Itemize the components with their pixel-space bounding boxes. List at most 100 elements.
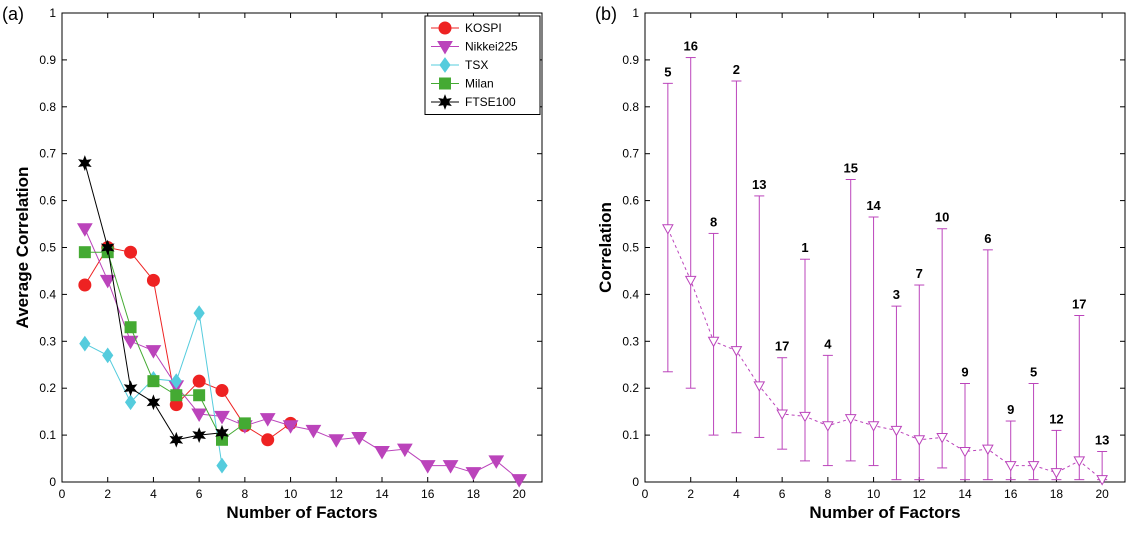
panel-a-x-tick-label: 4 xyxy=(150,487,157,501)
panel-a-label: (a) xyxy=(2,4,24,24)
data-point xyxy=(822,421,834,432)
count-label: 5 xyxy=(1030,365,1037,380)
panel-a-x-axis-label: Number of Factors xyxy=(226,503,377,522)
panel-b-y-tick-label: 0.5 xyxy=(622,241,639,255)
data-point xyxy=(145,345,162,359)
data-point xyxy=(259,413,276,427)
panel-b-y-tick-label: 0.3 xyxy=(622,334,639,348)
data-point xyxy=(374,446,390,460)
legend-entry: FTSE100 xyxy=(465,95,516,109)
panel-a-y-tick-label: 0.1 xyxy=(39,428,56,442)
panel-a-y-tick-label: 0.3 xyxy=(39,334,56,348)
legend-marker xyxy=(439,77,451,90)
panel-b-y-tick-label: 0.2 xyxy=(622,381,639,395)
count-label: 14 xyxy=(866,198,881,213)
data-point xyxy=(511,474,528,488)
count-label: 13 xyxy=(752,177,766,192)
panel-a-y-tick-label: 0.9 xyxy=(39,53,56,67)
legend-entry: TSX xyxy=(465,58,488,72)
data-point xyxy=(844,414,857,425)
data-point xyxy=(192,374,206,388)
count-label: 17 xyxy=(1072,297,1086,312)
data-point xyxy=(913,435,926,446)
panel-a-x-tick-label: 10 xyxy=(284,487,298,501)
panel-b-chart: 0 2 4 6 8 10 12 14 16 18 2000.10.20.30.40.50.60.70… xyxy=(596,6,1126,522)
data-point xyxy=(982,444,994,456)
panel-b-x-tick-label: 4 xyxy=(733,487,740,501)
data-point xyxy=(662,224,674,235)
data-point xyxy=(78,155,92,171)
panel-b-x-tick-label: 12 xyxy=(913,487,927,501)
panel-a-x-tick-label: 6 xyxy=(196,487,203,501)
data-point xyxy=(305,424,322,439)
panel-a-x-tick-label: 0 xyxy=(59,487,66,501)
panel-a-x-tick-label: 14 xyxy=(375,487,389,501)
data-point xyxy=(282,420,299,434)
count-label: 8 xyxy=(710,214,717,229)
data-point xyxy=(261,433,275,447)
data-point xyxy=(122,335,139,350)
panel-b-x-tick-label: 10 xyxy=(867,487,881,501)
panel-a-x-tick-label: 12 xyxy=(330,487,344,501)
panel-b-y-tick-label: 0.6 xyxy=(622,194,639,208)
panel-b-x-tick-label: 6 xyxy=(779,487,786,501)
panel-b-x-tick-label: 2 xyxy=(687,487,694,501)
data-point xyxy=(169,431,184,448)
legend-marker xyxy=(438,21,452,35)
data-point xyxy=(79,335,91,352)
panel-a-chart: 0 2 4 6 8 10 12 14 16 18 20 0 0.1 0.2 0.3 0.4 0.5 0.6 0.7 0… xyxy=(13,6,543,522)
data-point xyxy=(419,460,436,474)
data-point xyxy=(124,394,137,411)
panel-a-x-tick-label: 16 xyxy=(421,487,435,501)
data-point xyxy=(753,381,766,392)
data-point xyxy=(442,460,459,474)
data-point xyxy=(124,321,137,334)
data-point xyxy=(1004,461,1017,472)
panel-a-x-tick-label: 8 xyxy=(242,487,249,501)
panel-b-x-tick-label: 20 xyxy=(1095,487,1109,501)
data-point xyxy=(799,411,811,423)
panel-a-y-tick-label: 0.2 xyxy=(39,381,56,395)
count-label: 5 xyxy=(664,64,671,79)
panel-b-y-tick-label: 0.9 xyxy=(622,53,639,67)
panel-b-y-tick-label: 1 xyxy=(632,6,639,20)
legend-marker xyxy=(437,41,453,55)
data-point xyxy=(684,275,697,287)
count-label: 9 xyxy=(1007,402,1014,417)
legend: KOSPI Nikkei225 TSX Milan FTSE100 xyxy=(424,15,541,115)
panel-a-y-tick-label: 0.8 xyxy=(39,100,56,114)
legend-entry: Milan xyxy=(465,77,494,91)
legend-marker xyxy=(438,94,452,110)
panel-b-x-axis-label: Number of Factors xyxy=(809,503,960,522)
panel-a-y-tick-label: 0.6 xyxy=(39,194,56,208)
data-point xyxy=(214,410,230,425)
data-point xyxy=(396,443,413,458)
panel-b-x-tick-label: 14 xyxy=(958,487,972,501)
panel-a-y-axis-label: Average Correlation xyxy=(13,167,32,329)
data-point xyxy=(170,389,183,402)
panel-a-y-tick-label: 0.5 xyxy=(39,241,56,255)
data-point xyxy=(465,467,482,481)
count-label: 16 xyxy=(683,39,697,54)
panel-a-x-tick-label: 18 xyxy=(467,487,481,501)
count-label: 7 xyxy=(916,266,923,281)
data-point xyxy=(215,424,229,441)
data-point xyxy=(124,245,138,259)
count-label: 15 xyxy=(843,160,857,175)
panel-b-y-tick-label: 0 xyxy=(632,475,639,489)
count-label: 10 xyxy=(935,210,949,225)
panel-b-x-tick-label: 0 xyxy=(642,487,649,501)
count-label: 3 xyxy=(893,287,900,302)
data-point xyxy=(707,336,720,348)
data-point xyxy=(215,384,229,398)
legend-entry: Nikkei225 xyxy=(465,40,518,54)
data-point xyxy=(216,457,228,474)
count-label: 4 xyxy=(824,336,832,351)
data-point xyxy=(1050,468,1063,479)
data-point xyxy=(102,347,114,364)
panel-b-x-tick-label: 16 xyxy=(1004,487,1018,501)
panel-b-y-tick-label: 0.4 xyxy=(622,287,639,301)
panel-b-x-tick-label: 18 xyxy=(1050,487,1064,501)
mean-line xyxy=(667,228,1103,481)
data-point xyxy=(146,394,161,411)
